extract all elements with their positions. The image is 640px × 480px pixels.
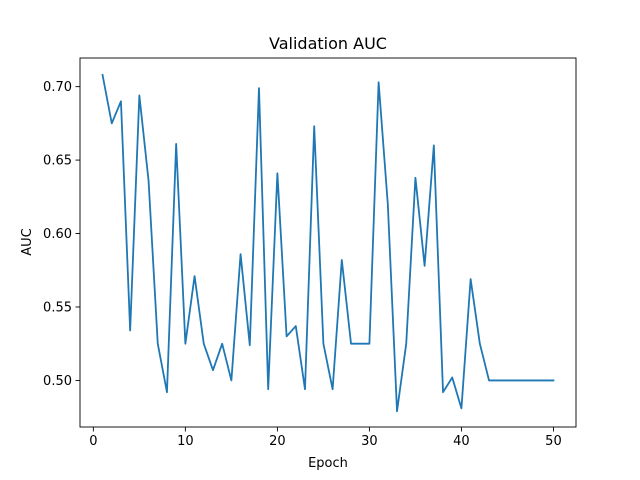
y-tick-label: 0.65 — [43, 154, 72, 169]
y-tick-label: 0.55 — [43, 300, 72, 315]
series-line-0 — [101, 73, 555, 413]
plot-area: 0 10 20 30 40 50 0.50 0.55 0.60 0.65 0.70 — [43, 57, 577, 449]
y-tick-label: 0.50 — [43, 374, 72, 389]
x-tick-label: 30 — [361, 434, 378, 449]
y-axis-label: AUC — [20, 228, 35, 256]
chart-title: Validation AUC — [269, 34, 387, 53]
y-tick-label: 0.60 — [43, 227, 72, 242]
x-tick-label: 50 — [545, 434, 562, 449]
axes-frame — [79, 57, 577, 428]
x-tick-label: 40 — [453, 434, 470, 449]
x-tick-label: 10 — [177, 434, 194, 449]
y-tick-label: 0.70 — [43, 80, 72, 95]
x-tick-label: 0 — [89, 434, 97, 449]
x-axis-label: Epoch — [308, 456, 348, 471]
x-tick-label: 20 — [269, 434, 286, 449]
